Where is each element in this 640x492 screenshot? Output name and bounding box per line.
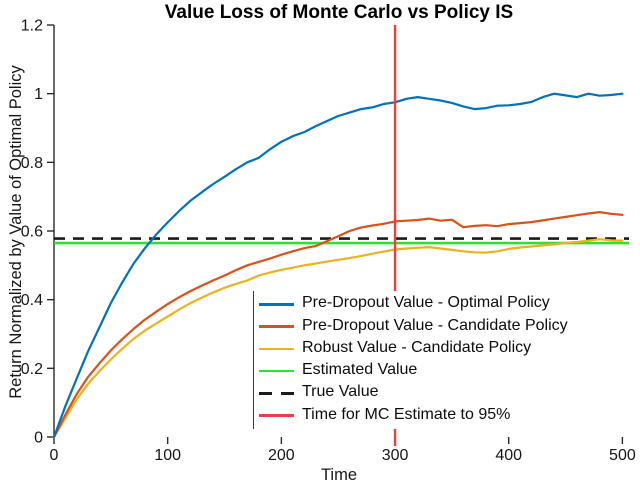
legend-item: Estimated Value <box>259 362 626 380</box>
legend-item: True Value <box>259 384 626 402</box>
series-line-robust-value-candidate-policy <box>52 238 624 439</box>
y-tick-label: 0.8 <box>21 155 43 172</box>
legend-item-label: Pre-Dropout Value - Candidate Policy <box>302 316 568 334</box>
legend-item-label: Robust Value - Candidate Policy <box>302 338 532 356</box>
y-tick-label: 0 <box>34 430 43 447</box>
y-tick-label: 1 <box>34 86 43 103</box>
chart-title: Value Loss of Monte Carlo vs Policy IS <box>164 2 514 23</box>
x-tick-label: 400 <box>495 447 522 464</box>
y-axis-label: Return Normalized by Value of Optimal Po… <box>7 65 25 399</box>
series-line-pre-dropout-value-candidate-policy <box>52 211 624 439</box>
legend-line-swatch <box>259 347 294 351</box>
x-tick-label: 300 <box>382 447 409 464</box>
legend: Pre-Dropout Value - Optimal Policy Pre-D… <box>253 291 626 429</box>
legend-item-label: True Value <box>302 383 379 401</box>
legend-item: Pre-Dropout Value - Candidate Policy <box>259 316 626 336</box>
x-tick-label: 100 <box>154 447 181 464</box>
y-tick-label: 1.2 <box>21 18 43 35</box>
legend-line-swatch <box>259 325 294 328</box>
legend-line-swatch <box>259 369 294 373</box>
series-line-pre-dropout-value-optimal-policy <box>52 92 624 439</box>
legend-line-swatch <box>259 392 294 395</box>
legend-item: Robust Value - Candidate Policy <box>259 338 626 358</box>
y-tick-label: 0.6 <box>21 224 43 241</box>
legend-line-swatch <box>259 302 294 306</box>
legend-line-swatch <box>259 414 294 418</box>
x-tick-label: 0 <box>50 447 59 464</box>
x-axis-label: Time <box>320 466 358 484</box>
x-tick-label: 200 <box>268 447 295 464</box>
legend-item: Time for MC Estimate to 95% <box>259 405 626 425</box>
legend-item: Pre-Dropout Value - Optimal Policy <box>259 295 626 313</box>
y-tick-label: 0.2 <box>21 361 43 378</box>
legend-item-label: Estimated Value <box>302 361 418 379</box>
y-tick-label: 0.4 <box>21 292 43 309</box>
legend-item-label: Time for MC Estimate to 95% <box>302 405 511 423</box>
legend-item-label: Pre-Dropout Value - Optimal Policy <box>302 294 550 312</box>
x-tick-label: 500 <box>609 447 636 464</box>
